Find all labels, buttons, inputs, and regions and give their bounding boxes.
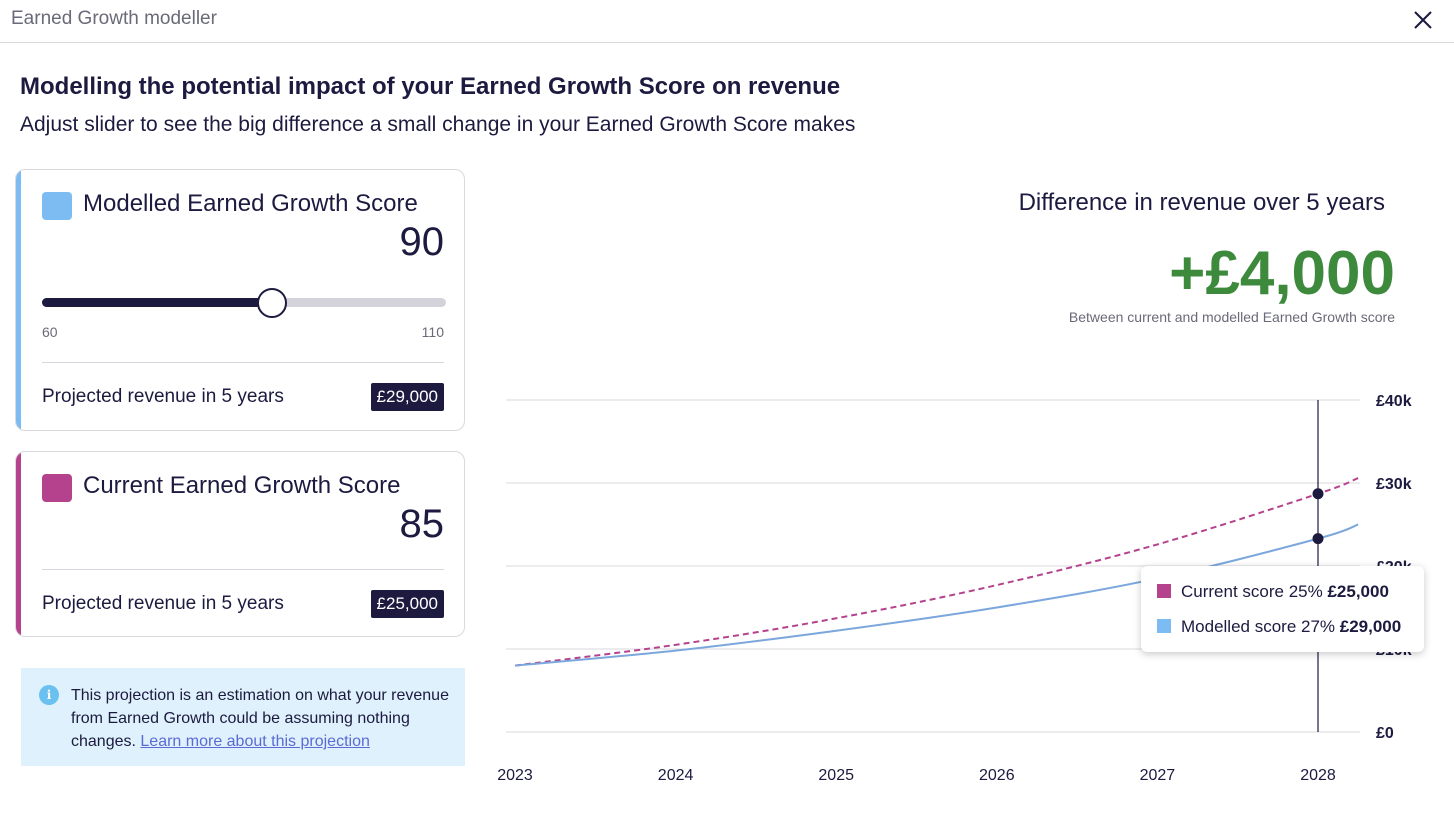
x-tick-label: 2025: [818, 767, 854, 784]
tooltip-row-modelled: Modelled score 27% £29,000: [1157, 617, 1401, 637]
current-card-title: Current Earned Growth Score: [83, 472, 401, 499]
learn-more-link[interactable]: Learn more about this projection: [140, 733, 370, 750]
slider-max-label: 110: [421, 324, 444, 340]
card-divider: [42, 569, 444, 570]
current-score-value: 85: [399, 502, 445, 546]
tooltip-current-label: Current score 25%: [1181, 582, 1323, 601]
modelled-revenue-label: Projected revenue in 5 years: [42, 386, 284, 407]
slider-fill: [42, 298, 273, 307]
current-score-card: Current Earned Growth Score 85 Projected…: [15, 451, 465, 637]
close-icon[interactable]: [1409, 6, 1437, 34]
info-icon: i: [39, 685, 59, 705]
x-tick-label: 2028: [1300, 767, 1336, 784]
series-line: [514, 523, 1359, 667]
difference-note: Between current and modelled Earned Grow…: [1068, 309, 1395, 325]
series-line: [514, 477, 1359, 667]
card-accent-bar: [16, 452, 21, 636]
page-heading: Modelling the potential impact of your E…: [20, 73, 841, 100]
tooltip-current-value: £25,000: [1327, 582, 1389, 601]
card-divider: [42, 362, 444, 363]
tooltip-row-current: Current score 25% £25,000: [1157, 582, 1389, 602]
modelled-color-swatch: [42, 192, 72, 220]
modelled-swatch: [1157, 619, 1171, 633]
info-text: This projection is an estimation on what…: [71, 684, 456, 753]
current-revenue-label: Projected revenue in 5 years: [42, 593, 284, 614]
current-color-swatch: [42, 474, 72, 502]
highlight-point: [1312, 533, 1324, 545]
window-title: Earned Growth modeller: [11, 8, 217, 29]
x-tick-label: 2027: [1140, 767, 1176, 784]
page-subheading: Adjust slider to see the big difference …: [20, 113, 856, 136]
window-titlebar: Earned Growth modeller: [0, 0, 1454, 43]
card-accent-bar: [16, 170, 21, 430]
x-tick-label: 2026: [979, 767, 1015, 784]
info-description: This projection is an estimation on what…: [71, 687, 449, 750]
y-tick-label: £30k: [1376, 476, 1412, 493]
x-tick-label: 2023: [497, 767, 533, 784]
slider-min-label: 60: [42, 324, 58, 340]
difference-value: +£4,000: [1169, 239, 1395, 308]
y-tick-label: £0: [1376, 725, 1394, 742]
y-tick-label: £40k: [1376, 393, 1412, 410]
current-swatch: [1157, 584, 1171, 598]
current-revenue-badge: £25,000: [370, 590, 444, 618]
chart-tooltip: Current score 25% £25,000 Modelled score…: [1141, 566, 1424, 652]
projection-info-box: i This projection is an estimation on wh…: [21, 668, 465, 766]
modelled-card-title: Modelled Earned Growth Score: [83, 190, 418, 217]
slider-thumb[interactable]: [257, 288, 288, 318]
tooltip-modelled-value: £29,000: [1339, 617, 1402, 636]
tooltip-modelled-label: Modelled score 27%: [1181, 617, 1336, 636]
modelled-score-slider[interactable]: [42, 288, 446, 318]
modelled-score-value: 90: [399, 220, 445, 264]
difference-title: Difference in revenue over 5 years: [1018, 189, 1385, 216]
modelled-revenue-badge: £29,000: [370, 383, 444, 411]
x-tick-label: 2024: [658, 767, 694, 784]
highlight-point: [1312, 488, 1324, 500]
modelled-score-card: Modelled Earned Growth Score 90 60 110 P…: [15, 169, 465, 431]
